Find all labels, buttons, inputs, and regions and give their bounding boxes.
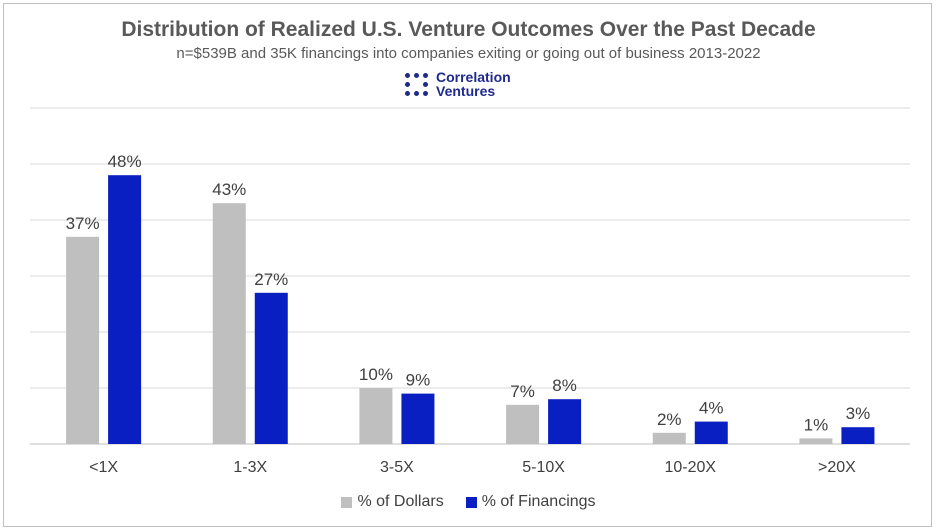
data-label: 10% <box>359 365 393 384</box>
bar <box>652 432 686 444</box>
chart-frame <box>3 3 932 527</box>
data-label: 9% <box>406 371 431 390</box>
bar <box>548 399 582 444</box>
bar <box>841 427 875 444</box>
data-label: 48% <box>108 152 142 171</box>
x-tick-label: 3-5X <box>380 459 414 476</box>
bar <box>359 388 393 444</box>
bar <box>66 236 100 444</box>
x-tick-label: >20X <box>818 459 856 476</box>
bar <box>212 203 246 444</box>
chart-title: Distribution of Realized U.S. Venture Ou… <box>121 18 816 41</box>
bar <box>254 292 288 444</box>
data-label: 1% <box>804 415 829 434</box>
correlation-ventures-logo: Correlation Ventures <box>405 70 511 98</box>
legend-item-dollars: % of Dollars <box>341 493 444 511</box>
legend-item-financings: % of Financings <box>465 493 596 511</box>
x-tick-label: 1-3X <box>233 459 267 476</box>
data-label: 43% <box>212 180 246 199</box>
legend-label-financings: % of Financings <box>481 493 596 510</box>
bar <box>506 404 540 444</box>
legend: % of Dollars % of Financings <box>0 493 937 511</box>
legend-label-dollars: % of Dollars <box>357 493 444 510</box>
x-tick-label: <1X <box>89 459 118 476</box>
x-tick-label: 5-10X <box>522 459 565 476</box>
data-label: 3% <box>846 404 871 423</box>
logo-line1: Correlation <box>436 69 511 85</box>
logo-line2: Ventures <box>436 83 496 99</box>
data-label: 37% <box>66 214 100 233</box>
chart-subtitle: n=$539B and 35K financings into companie… <box>176 45 761 62</box>
bar <box>401 393 435 444</box>
data-label: 4% <box>699 399 724 418</box>
data-label: 27% <box>254 270 288 289</box>
bar <box>108 175 142 444</box>
data-label: 8% <box>552 376 577 395</box>
legend-swatch-dollars <box>341 496 353 508</box>
legend-swatch-financings <box>465 496 477 508</box>
data-label: 7% <box>510 382 535 401</box>
bar <box>694 421 728 444</box>
x-tick-label: 10-20X <box>664 459 716 476</box>
logo-dots-icon <box>405 72 428 96</box>
data-label: 2% <box>657 410 682 429</box>
bar <box>799 438 833 444</box>
